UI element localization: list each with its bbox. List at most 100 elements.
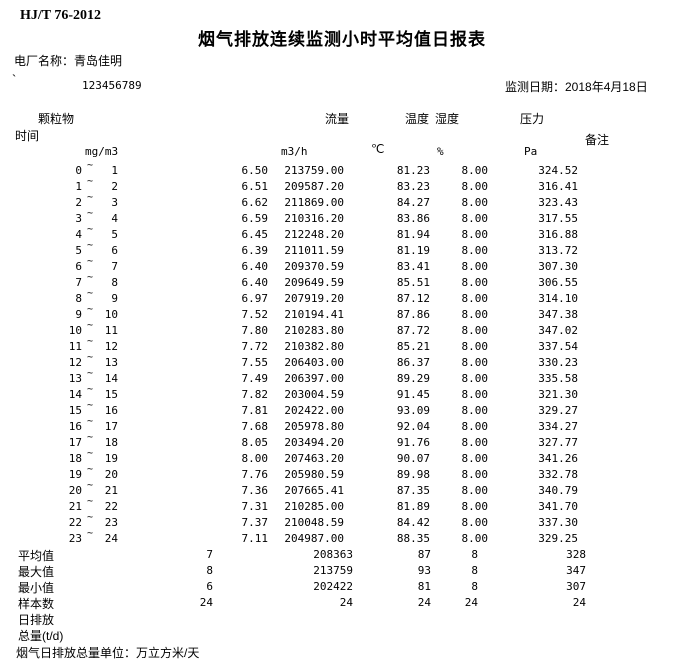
- humidity-value: 8.00: [461, 244, 489, 257]
- flow-value: 205978.80: [284, 420, 344, 433]
- pm-value: 8.00: [241, 452, 269, 465]
- hour-end-value: 18: [104, 436, 118, 449]
- table-row: 15 ~16 7.81 202422.00 93.09 8.00 329.27: [0, 400, 578, 420]
- pressure-value: 334.27: [538, 420, 578, 433]
- summary-value: 307: [566, 580, 586, 593]
- flow-value: 209649.59: [284, 276, 344, 289]
- humidity-value: 8.00: [461, 452, 489, 465]
- pressure-value: 327.77: [538, 436, 578, 449]
- hour-start-value: 10: [68, 324, 82, 337]
- summary-value: [353, 612, 431, 628]
- pm-value: 7.68: [241, 420, 269, 433]
- temperature-value: 89.29: [396, 372, 430, 385]
- tilde-separator: ~: [87, 496, 94, 507]
- summary-label: 总量(t/d): [18, 629, 64, 643]
- humidity-value: 8.00: [461, 340, 489, 353]
- hour-start-value: 8: [75, 292, 82, 305]
- hour-end-value: 9: [111, 292, 118, 305]
- tilde-separator: ~: [87, 512, 94, 523]
- pm-value: 7.82: [241, 388, 269, 401]
- hour-start-value: 16: [68, 420, 82, 433]
- tilde-separator: ~: [87, 336, 94, 347]
- hour-start-value: 23: [68, 532, 82, 545]
- temperature-value: 84.42: [396, 516, 430, 529]
- flow-value: 213759.00: [284, 164, 344, 177]
- tilde-separator: ~: [87, 224, 94, 235]
- hour-start-value: 20: [68, 484, 82, 497]
- hour-start-value: 9: [75, 308, 82, 321]
- pm-value: 7.76: [241, 468, 269, 481]
- pm-value: 7.37: [241, 516, 269, 529]
- pm-value: 8.05: [241, 436, 269, 449]
- temperature-value: 83.41: [396, 260, 430, 273]
- summary-value: [353, 628, 431, 644]
- pm-value: 6.45: [241, 228, 269, 241]
- flow-value: 212248.20: [284, 228, 344, 241]
- summary-value: 208363: [313, 548, 353, 561]
- humidity-value: 8.00: [461, 228, 489, 241]
- unit-pressure: Pa: [524, 145, 538, 158]
- pm-value: 7.52: [241, 308, 269, 321]
- hour-start-value: 22: [68, 516, 82, 529]
- tilde-separator: ~: [87, 304, 94, 315]
- standard-number: HJ/T 76-2012: [20, 8, 102, 23]
- flow-value: 210382.80: [284, 340, 344, 353]
- table-row: 0 ~1 6.50 213759.00 81.23 8.00 324.52: [0, 160, 578, 180]
- summary-row: 最大值 8 213759 93 8 347: [0, 564, 586, 580]
- hour-end-value: 24: [104, 532, 118, 545]
- pressure-value: 317.55: [538, 212, 578, 225]
- plant-name-label: 电厂名称：青岛佳明: [14, 54, 123, 68]
- summary-row: 平均值 7 208363 87 8 328: [0, 548, 586, 564]
- pm-value: 7.11: [241, 532, 269, 545]
- pressure-value: 335.58: [538, 372, 578, 385]
- summary-value: 8: [471, 580, 478, 593]
- humidity-value: 8.00: [461, 468, 489, 481]
- flow-value: 207919.20: [284, 292, 344, 305]
- tilde-separator: ~: [87, 160, 94, 171]
- flow-value: 211869.00: [284, 196, 344, 209]
- hour-end-value: 6: [111, 244, 118, 257]
- temperature-value: 91.76: [396, 436, 430, 449]
- temperature-value: 86.37: [396, 356, 430, 369]
- temperature-value: 83.23: [396, 180, 430, 193]
- hour-start-value: 5: [75, 244, 82, 257]
- flue-gas-total-unit-note: 烟气日排放总量单位：万立方米/天: [16, 646, 200, 660]
- pm-value: 7.36: [241, 484, 269, 497]
- tilde-separator: ~: [87, 288, 94, 299]
- summary-value: 8: [206, 564, 213, 577]
- column-header-time: 时间: [15, 129, 40, 143]
- pm-value: 6.62: [241, 196, 269, 209]
- table-row: 1 ~2 6.51 209587.20 83.23 8.00 316.41: [0, 176, 578, 196]
- summary-value: [213, 628, 353, 644]
- temperature-value: 85.51: [396, 276, 430, 289]
- flow-value: 209587.20: [284, 180, 344, 193]
- temperature-value: 85.21: [396, 340, 430, 353]
- hour-start-value: 4: [75, 228, 82, 241]
- hour-start-value: 18: [68, 452, 82, 465]
- column-header-humidity: 湿度: [435, 112, 460, 126]
- tilde-separator: ~: [87, 416, 94, 427]
- table-row: 11 ~12 7.72 210382.80 85.21 8.00 337.54: [0, 336, 578, 356]
- summary-label: 平均值: [18, 549, 55, 563]
- summary-value: 347: [566, 564, 586, 577]
- flow-value: 206397.00: [284, 372, 344, 385]
- humidity-value: 8.00: [461, 404, 489, 417]
- tilde-separator: ~: [87, 384, 94, 395]
- temperature-value: 92.04: [396, 420, 430, 433]
- tilde-separator: ~: [87, 368, 94, 379]
- pressure-value: 332.78: [538, 468, 578, 481]
- hour-end-value: 11: [104, 324, 118, 337]
- table-row: 8 ~9 6.97 207919.20 87.12 8.00 314.10: [0, 288, 578, 308]
- tilde-separator: ~: [87, 464, 94, 475]
- tilde-separator: ~: [87, 448, 94, 459]
- table-row: 14 ~15 7.82 203004.59 91.45 8.00 321.30: [0, 384, 578, 404]
- hour-end-value: 12: [104, 340, 118, 353]
- flow-value: 203494.20: [284, 436, 344, 449]
- pressure-value: 316.41: [538, 180, 578, 193]
- hour-start-value: 21: [68, 500, 82, 513]
- temperature-value: 87.35: [396, 484, 430, 497]
- pm-value: 7.80: [241, 324, 269, 337]
- hour-start-value: 11: [68, 340, 82, 353]
- summary-value: [431, 612, 478, 628]
